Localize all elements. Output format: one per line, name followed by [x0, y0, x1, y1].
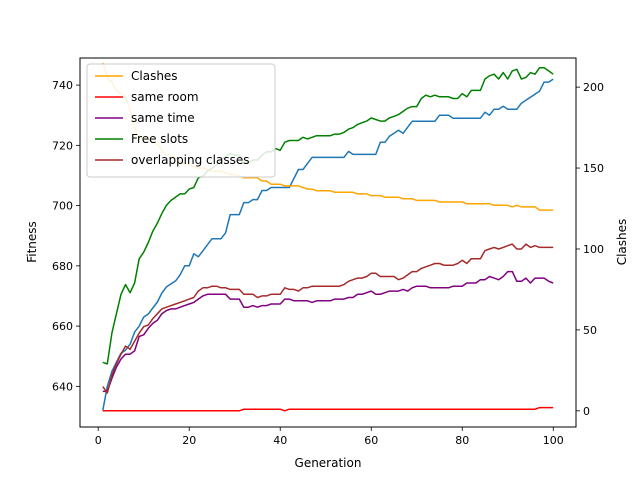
- series-line-overlapping-classes: [102, 243, 554, 394]
- y-left-axis-label: Fitness: [25, 221, 39, 263]
- series-line-same-time: [102, 270, 554, 393]
- legend-label: same time: [131, 111, 195, 125]
- x-axis-label: Generation: [295, 456, 362, 470]
- x-tick-label: 20: [182, 434, 196, 447]
- x-tick-label: 40: [273, 434, 287, 447]
- x-tick-label: 100: [543, 434, 564, 447]
- y-left-axis-ticks: 640 660 680 700 720 740: [52, 79, 80, 393]
- y-left-tick-label: 700: [52, 200, 73, 213]
- x-axis-ticks: 0 20 40 60 80 100: [95, 427, 564, 447]
- y-right-tick-label: 50: [583, 324, 597, 337]
- legend-label: overlapping classes: [131, 153, 249, 167]
- y-left-tick-label: 660: [52, 320, 73, 333]
- y-left-tick-label: 680: [52, 260, 73, 273]
- legend: Clashes same room same time Free slots overl…: [86, 63, 276, 178]
- y-left-tick-label: 740: [52, 79, 73, 92]
- y-left-tick-label: 720: [52, 139, 73, 152]
- x-tick-label: 60: [364, 434, 378, 447]
- fitness-line: [102, 78, 554, 411]
- y-right-tick-label: 150: [583, 162, 604, 175]
- legend-label: same room: [131, 90, 199, 104]
- y-right-axis-ticks: 0 50 100 150 200: [576, 81, 604, 418]
- y-right-tick-label: 100: [583, 243, 604, 256]
- x-tick-label: 80: [455, 434, 469, 447]
- y-right-tick-label: 0: [583, 405, 590, 418]
- series-line-free-slots: [102, 66, 554, 365]
- y-left-tick-label: 640: [52, 380, 73, 393]
- x-tick-label: 0: [95, 434, 102, 447]
- legend-box: [86, 63, 276, 178]
- axes-frame: [79, 57, 577, 428]
- series-line-same-room: [102, 406, 554, 412]
- y-right-tick-label: 200: [583, 81, 604, 94]
- legend-label: Free slots: [131, 132, 188, 146]
- y-right-axis-label: Clashes: [615, 219, 629, 266]
- legend-label: Clashes: [131, 69, 178, 83]
